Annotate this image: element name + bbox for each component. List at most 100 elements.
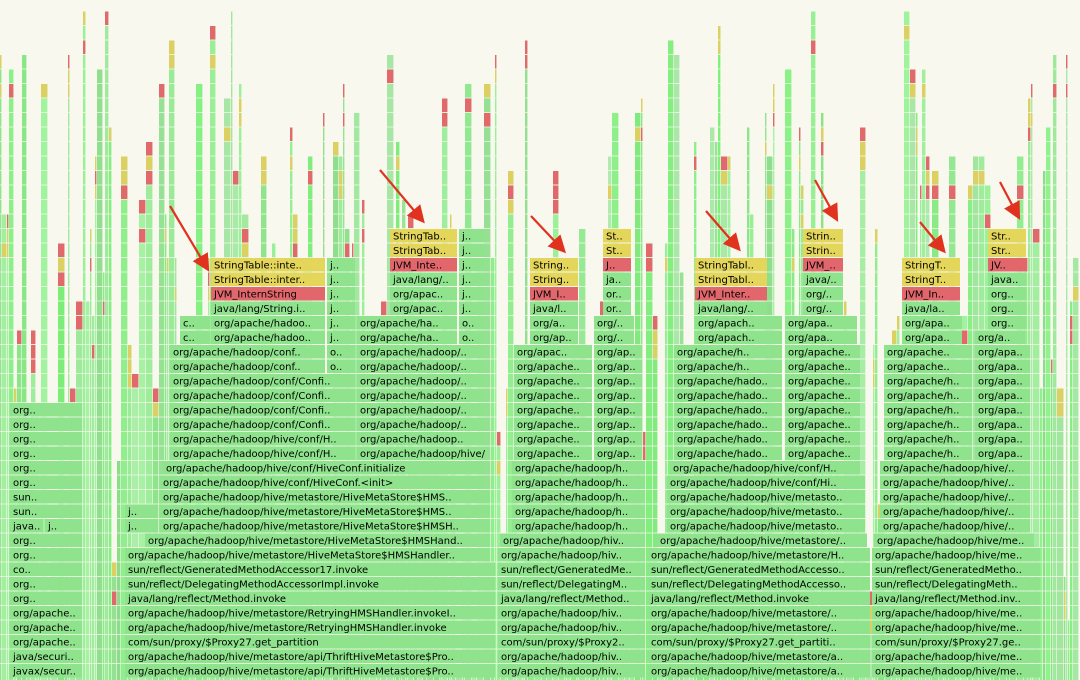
frame-sliver <box>76 316 83 330</box>
frame: org/apache/hadoop/hive/conf/H.. <box>170 432 355 446</box>
frame: org/apache/h.. <box>884 432 972 446</box>
row-gap <box>0 489 1080 490</box>
frame-box <box>988 301 1026 315</box>
frame-box <box>988 243 1026 257</box>
frame: org/apache/hadoo.. <box>211 316 325 330</box>
frame-label: o.. <box>330 347 342 358</box>
frame-box <box>648 635 870 649</box>
frame: org/ap.. <box>594 388 642 402</box>
frame-label: org/apache/hadoop/hive/metastore/a.. <box>651 666 843 677</box>
frame-sliver <box>7 214 9 680</box>
frame-label: JVM_.. <box>805 260 836 271</box>
frame-sliver <box>665 258 668 272</box>
frame: org/apache/hadoop/hive/.. <box>880 475 1030 489</box>
frame-sliver <box>128 359 132 373</box>
frame-label: j.. <box>461 260 471 271</box>
frame-sliver <box>41 84 48 680</box>
frame: org/apache/hadoop/hive/me.. <box>874 533 1034 547</box>
frame-box <box>512 461 645 475</box>
row-gap <box>0 663 1080 664</box>
frame: or.. <box>603 287 631 301</box>
arrow <box>379 169 425 224</box>
frame-box <box>170 388 355 402</box>
frame-label: org/apache/h.. <box>887 420 959 431</box>
frame-sliver <box>109 127 112 680</box>
frame: com/sun/proxy/$Proxy27.get_partition <box>125 635 495 649</box>
frame-label: j.. <box>127 507 137 518</box>
frame-label: org/apache/hadoop/hive/metastore/HiveMet… <box>163 521 459 532</box>
frame-box <box>160 475 485 489</box>
frame-box <box>459 301 485 315</box>
frame-label: org/apache/hadoop/conf/Confi.. <box>173 420 330 431</box>
frame-sliver <box>968 185 973 199</box>
frame-box <box>594 330 634 344</box>
frame-box <box>785 403 860 417</box>
frame: StringTable::inte.. <box>211 258 325 272</box>
row-gap <box>0 532 1080 534</box>
frame-box <box>327 287 355 301</box>
frame-label: org/apache/hado.. <box>677 405 768 416</box>
frame-box <box>459 272 485 286</box>
frame-sliver <box>128 374 132 388</box>
frame-sliver <box>653 316 658 330</box>
frame-box <box>170 432 355 446</box>
frame-sliver <box>2 214 7 680</box>
frame-sliver <box>985 214 991 228</box>
frame-box <box>785 446 860 460</box>
frame-label: java/lang/reflect/Method.invoke <box>127 594 286 605</box>
annotation-arrows <box>169 169 1021 272</box>
frame-label: java/l.. <box>532 304 566 315</box>
frame: org/apache/hadoop/hiv.. <box>498 606 645 620</box>
row-gap <box>0 112 1080 113</box>
frame-sliver <box>121 171 128 185</box>
frame-label: org/apache/hadoop/hiv.. <box>501 608 622 619</box>
frame-label: Str.. <box>991 246 1011 257</box>
frame-box <box>594 316 634 330</box>
frame: j.. <box>459 229 485 243</box>
frame-label: j.. <box>329 333 339 344</box>
frame: org/apache/ha.. <box>357 330 457 344</box>
frame-box <box>160 519 490 533</box>
frame-label: org/apache/ha.. <box>360 333 439 344</box>
frame: StringTabl.. <box>695 272 767 286</box>
frame: org/apache/hadoop/hive/metastore/HiveMet… <box>160 490 490 504</box>
frame-label: com/sun/proxy/$Proxy27.ge.. <box>875 637 1021 648</box>
frame-box <box>594 359 642 373</box>
frame-box <box>695 316 782 330</box>
frame: org/apache/hadoo.. <box>211 330 325 344</box>
frame: java/.. <box>803 272 843 286</box>
frame-sliver <box>1051 359 1053 680</box>
frame: org/apache/hado.. <box>674 446 782 460</box>
frame: sun/reflect/GeneratedMetho.. <box>872 562 1040 576</box>
frame-label: java/la.. <box>904 304 945 315</box>
frame-box <box>884 345 972 359</box>
frame-box <box>125 606 495 620</box>
row-gap <box>0 257 1080 258</box>
frame-label: org/apa.. <box>788 333 833 344</box>
frame: org/apache/hadoop/conf/Confi.. <box>170 374 355 388</box>
frame-sliver <box>121 156 128 680</box>
frame: org/apache/hadoop/hive/metastore/.. <box>657 533 867 547</box>
frame: o.. <box>327 345 355 359</box>
frame: org/apache/hadoop/h.. <box>512 461 645 475</box>
frame-sliver <box>1033 229 1040 680</box>
frame-label: StringTab.. <box>393 231 446 242</box>
frame: org/apache/hadoop/hive/.. <box>880 519 1030 533</box>
frame-box <box>648 591 870 605</box>
row-gap <box>0 286 1080 287</box>
frame: org.. <box>988 316 1026 330</box>
frame-label: org/ap.. <box>533 333 572 344</box>
frame-label: org/apache/hadoop/hive/metasto.. <box>670 492 842 503</box>
frame: org/apa.. <box>785 316 857 330</box>
row-gap <box>0 25 1080 26</box>
frame-sliver <box>242 229 249 243</box>
frame: org/apache.. <box>10 635 82 649</box>
frame-label: JVM_Inte.. <box>392 260 442 271</box>
frame: org/.. <box>594 330 634 344</box>
frame: org/apache/hadoop/conf.. <box>170 345 325 359</box>
frame-sliver <box>146 142 153 680</box>
frame-sliver <box>70 388 76 402</box>
frame-box <box>988 229 1026 243</box>
frame: org/apac.. <box>514 345 592 359</box>
frame: org/ap.. <box>594 432 642 446</box>
